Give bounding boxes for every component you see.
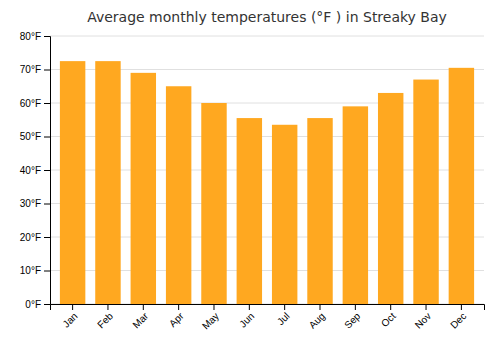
bar bbox=[237, 118, 262, 304]
tick-mark bbox=[44, 204, 50, 205]
tick-mark bbox=[426, 304, 427, 310]
axis-line bbox=[44, 37, 51, 305]
tick: Apr bbox=[167, 304, 186, 329]
tick-mark bbox=[249, 304, 250, 310]
bar bbox=[307, 118, 332, 304]
x-axis: Jan Feb Mar Apr May Jun Jul Aug Sep Oct Nov Dec bbox=[51, 304, 485, 332]
tick-label: 50°F bbox=[20, 131, 41, 142]
bar bbox=[378, 93, 403, 304]
tick-mark bbox=[143, 304, 144, 310]
tick-mark bbox=[44, 170, 50, 171]
tick: Sep bbox=[342, 304, 363, 331]
tick-label: Jan bbox=[61, 310, 80, 329]
tick: 30°F bbox=[20, 198, 50, 209]
tick-label: 60°F bbox=[20, 98, 41, 109]
tick: 10°F bbox=[20, 265, 50, 276]
tick: Aug bbox=[307, 304, 327, 331]
tick-label: 80°F bbox=[20, 31, 41, 42]
tick: 20°F bbox=[20, 232, 50, 243]
tick-label: 10°F bbox=[20, 265, 41, 276]
tick-label: Jun bbox=[237, 310, 256, 329]
bar bbox=[272, 125, 297, 304]
tick: 80°F bbox=[20, 31, 50, 42]
tick: Mar bbox=[130, 304, 150, 330]
bar bbox=[60, 61, 85, 304]
bar bbox=[201, 103, 226, 304]
tick-label: Sep bbox=[342, 310, 363, 331]
tick-mark bbox=[44, 70, 50, 71]
y-axis: 0°F 10°F 20°F 30°F 40°F 50°F 60°F 70°F 80°F bbox=[20, 31, 51, 310]
title: Average monthly temperatures (°F ) in St… bbox=[87, 9, 447, 25]
bar bbox=[449, 68, 474, 304]
tick-label: Dec bbox=[448, 310, 468, 330]
tick-mark bbox=[44, 137, 50, 138]
chart: 0°F 10°F 20°F 30°F 40°F 50°F 60°F 70°F 80°F Jan Fe… bbox=[0, 0, 500, 350]
tick-label: 0°F bbox=[25, 299, 41, 310]
tick-mark bbox=[44, 271, 50, 272]
tick-mark bbox=[178, 304, 179, 310]
tick: 50°F bbox=[20, 131, 50, 142]
tick-mark bbox=[284, 304, 285, 310]
tick: 60°F bbox=[20, 98, 50, 109]
tick-mark bbox=[320, 304, 321, 310]
tick: May bbox=[200, 304, 221, 332]
tick-label: 30°F bbox=[20, 198, 41, 209]
tick: Jun bbox=[237, 304, 256, 330]
tick-label: 40°F bbox=[20, 165, 41, 176]
bar bbox=[95, 61, 120, 304]
tick-mark bbox=[44, 304, 50, 305]
tick-mark bbox=[390, 304, 391, 310]
tick-mark bbox=[461, 304, 462, 310]
tick-mark bbox=[44, 237, 50, 238]
tick-label: Nov bbox=[413, 310, 433, 330]
tick-label: 70°F bbox=[20, 64, 41, 75]
tick-label: Oct bbox=[379, 310, 398, 329]
bar bbox=[343, 106, 368, 304]
bar bbox=[166, 86, 191, 304]
tick-mark bbox=[44, 36, 50, 37]
tick-label: May bbox=[200, 310, 221, 331]
grid-line bbox=[50, 36, 484, 37]
tick-label: 20°F bbox=[20, 232, 41, 243]
tick: Oct bbox=[379, 304, 398, 329]
tick-mark bbox=[355, 304, 356, 310]
tick: 70°F bbox=[20, 64, 50, 75]
tick-mark bbox=[107, 304, 108, 310]
tick: 40°F bbox=[20, 165, 50, 176]
tick: Dec bbox=[448, 304, 468, 331]
tick-mark bbox=[213, 304, 214, 310]
grid bbox=[50, 36, 484, 304]
tick-mark bbox=[72, 304, 73, 310]
tick-label: Mar bbox=[130, 310, 150, 330]
tick-label: Aug bbox=[307, 310, 327, 330]
tick-label: Feb bbox=[95, 310, 115, 330]
tick-label: Jul bbox=[275, 310, 292, 327]
tick: Feb bbox=[95, 304, 115, 330]
tick-label: Apr bbox=[167, 310, 186, 329]
bar bbox=[413, 80, 438, 304]
axis-line bbox=[51, 305, 485, 311]
tick: Nov bbox=[413, 304, 433, 331]
tick: Jul bbox=[275, 304, 292, 327]
bars bbox=[60, 61, 474, 304]
tick-mark bbox=[44, 103, 50, 104]
bar bbox=[131, 73, 156, 304]
plot: 0°F 10°F 20°F 30°F 40°F 50°F 60°F 70°F 80°F Jan Fe… bbox=[20, 31, 485, 332]
tick: 0°F bbox=[25, 299, 50, 310]
tick: Jan bbox=[61, 304, 80, 330]
